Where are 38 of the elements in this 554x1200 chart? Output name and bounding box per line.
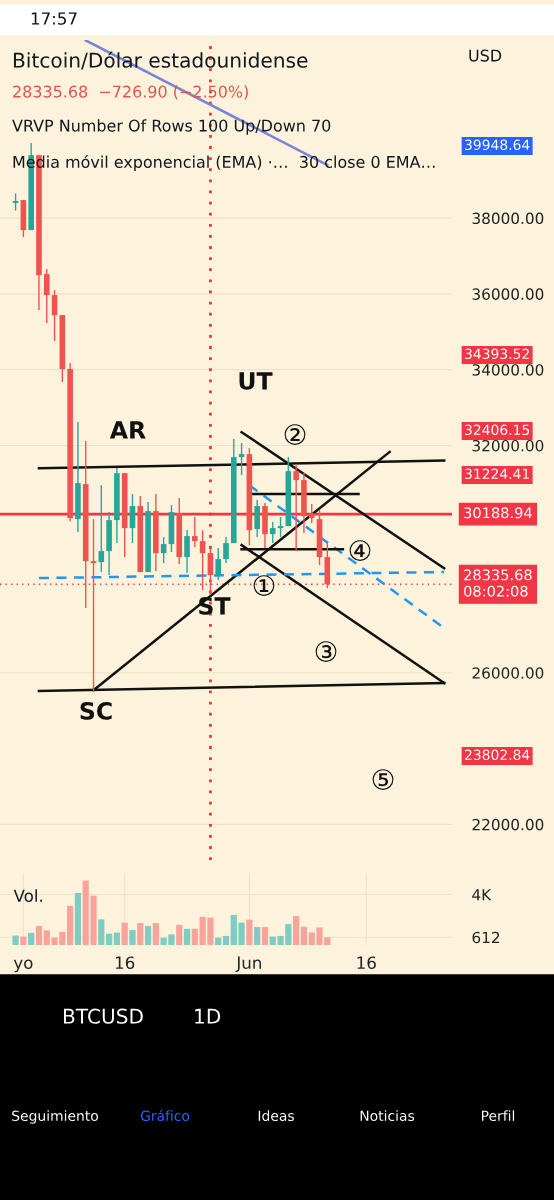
y-tick-label: 34000.00 [472,364,544,376]
annotation: UT [239,372,273,390]
text: 32406.15 [465,424,530,436]
y-tick-label: 612 [472,931,500,944]
x-tick-label: 16 [357,956,376,970]
text: Ideas [258,1110,294,1122]
y-tick-label: 38000.00 [472,212,544,225]
text: 17:57 [31,12,77,25]
annotation: ③ [315,641,337,662]
text: Gráfico [140,1109,190,1122]
text: Seguimiento [12,1110,98,1124]
annotation: ② [284,424,306,445]
annotation: ① [253,575,275,596]
text: USD [469,49,502,62]
annotation: ST [199,596,231,615]
annotation: ④ [349,540,371,561]
x-tick-label: yo [13,959,33,973]
text: 1D [195,1008,221,1024]
text: 23802.84 [465,749,530,761]
ref-line-label: 28335.68 08:02:08 [464,569,532,597]
y-tick-label: 26000.00 [472,667,544,679]
x-tick-label: Jun [235,956,261,973]
text: 34393.52 [465,348,529,360]
y-tick-label: 36000.00 [472,288,544,300]
text: 39948.64 [465,139,530,151]
annotation: SC [80,701,112,720]
annotation: AR [109,421,146,439]
y-tick-label: 4K [472,889,492,901]
annotation: ⑤ [372,769,394,790]
ref-line-label: 30188.94 [464,507,532,519]
annotation: Vol. [13,889,42,903]
x-tick-label: 16 [115,956,135,970]
text: Perfil [482,1110,515,1122]
text: 31224.41 [465,468,529,480]
text: BTCUSD [63,1008,143,1024]
y-tick-label: 32000.00 [472,439,544,452]
y-tick-label: 22000.00 [472,818,544,831]
text: Noticias [360,1110,415,1122]
